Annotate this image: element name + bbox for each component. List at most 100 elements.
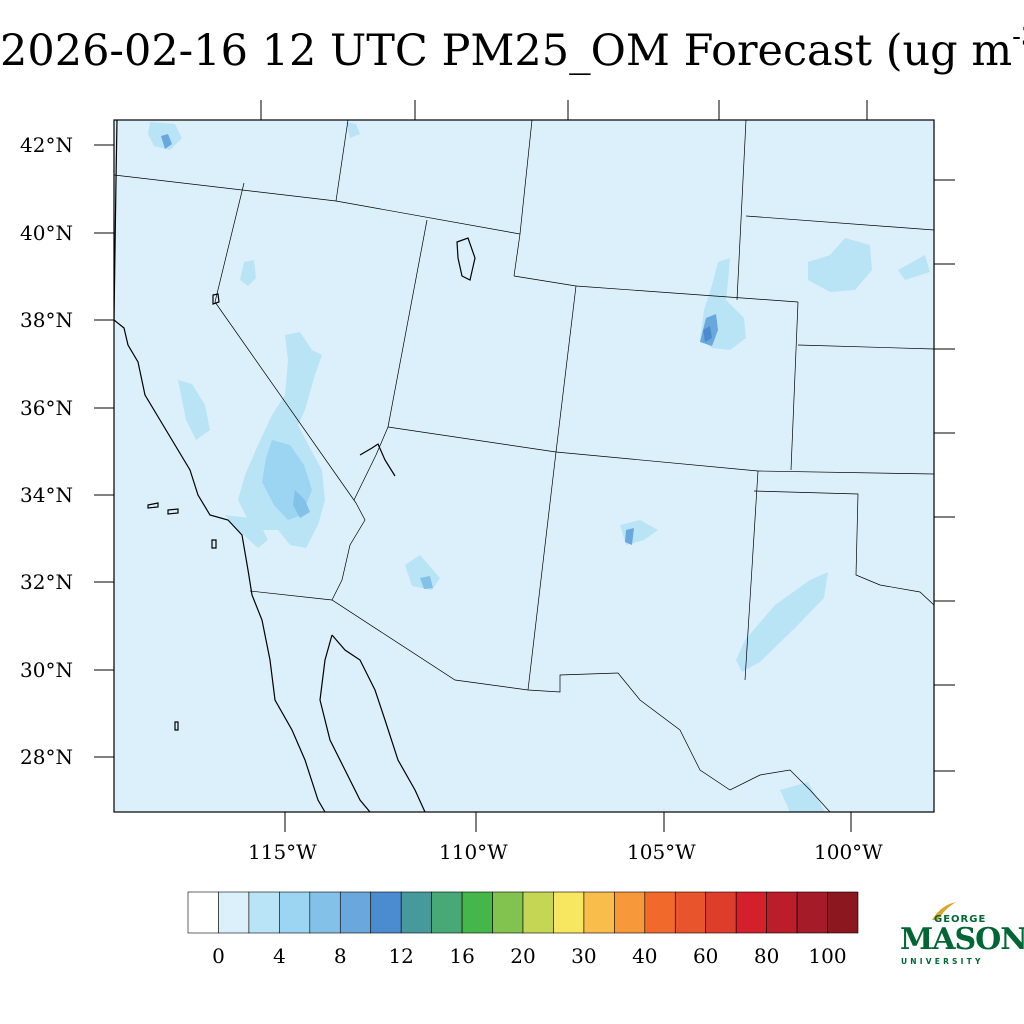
border-ne-wy (736, 120, 747, 301)
patch-west-texas (736, 572, 828, 672)
lake-tahoe (212, 293, 220, 305)
colorbar-box (218, 891, 250, 934)
patch-mojave-dark (293, 490, 310, 518)
border-ca-nv (214, 182, 357, 504)
lat-label-32n: 32°N (20, 570, 73, 594)
title-exponent: -3 (1012, 22, 1024, 52)
border-ne-ks (797, 344, 934, 350)
border-ok-tx (753, 490, 934, 606)
state-borders (114, 120, 934, 812)
logo-george-text: GEORGE (934, 914, 987, 925)
channel-island-1 (147, 502, 159, 509)
border-ut-wy (513, 275, 577, 287)
border-id-wy (513, 120, 533, 277)
colorbar-box (339, 891, 372, 934)
patch-central-valley (178, 380, 210, 440)
patch-kansas (808, 238, 872, 292)
colorbar-label: 12 (388, 944, 414, 968)
border-az-nv (353, 426, 389, 501)
lat-label-38n: 38°N (20, 308, 73, 332)
patch-big-bend (780, 782, 825, 812)
lat-label-28n: 28°N (20, 745, 73, 769)
colorbar-box (674, 891, 707, 934)
gulf-california-west (319, 634, 371, 812)
colorbar-label: 0 (212, 944, 225, 968)
colorbar-box (827, 891, 859, 934)
patch-oregon-nw-dark (161, 134, 172, 149)
colorbar-box (279, 891, 311, 934)
border-ks-ok (757, 470, 934, 475)
border-wy-co (575, 285, 799, 303)
border-id-or (335, 120, 349, 202)
patch-arizona-dark (420, 576, 433, 589)
channel-island-2 (167, 508, 179, 515)
lat-label-30n: 30°N (20, 658, 73, 682)
patch-nevada-north (240, 260, 256, 286)
colorbar-box (187, 891, 219, 934)
colorbar-box (431, 891, 463, 934)
colorbar-box (248, 891, 280, 934)
patch-idaho (346, 122, 360, 138)
lat-label-40n: 40°N (20, 221, 73, 245)
colorbar-label: 40 (632, 944, 658, 968)
channel-island-4 (174, 721, 179, 731)
colorbar-box (796, 891, 828, 934)
border-id-ut (335, 200, 521, 235)
border-nm-tx (744, 470, 759, 681)
colorbar-box (766, 891, 798, 934)
lon-label-110w: 110°W (439, 840, 508, 864)
colorbar-box (370, 891, 402, 934)
title-main: 2026-02-16 12 UTC PM25_OM Forecast (ug m (0, 26, 1013, 76)
colorbar-label: 16 (449, 944, 475, 968)
patch-new-mexico-dark (625, 528, 634, 545)
border-ut-co (555, 285, 577, 453)
lon-label-115w: 115°W (248, 840, 317, 864)
colorbar-box (492, 891, 524, 934)
lat-label-42n: 42°N (20, 133, 73, 157)
colorbar-box (614, 891, 646, 934)
colorbar-label: 4 (273, 944, 286, 968)
colorbar-box (735, 891, 767, 934)
border-co-nm (555, 451, 759, 472)
lat-label-34n: 34°N (20, 483, 73, 507)
lake-mead (359, 443, 396, 477)
colorbar-box (522, 891, 554, 934)
colorbar-box (705, 891, 737, 934)
colorbar-label: 60 (692, 944, 719, 968)
coastlines (114, 120, 476, 812)
border-or-nv (114, 174, 337, 202)
border-nv-ut (387, 219, 428, 428)
channel-island-3 (211, 539, 217, 549)
colorbar-box (400, 891, 432, 934)
lon-label-100w: 100°W (814, 840, 883, 864)
logo-swoosh-icon (932, 902, 956, 920)
pacific-coastline (114, 120, 326, 812)
colorbar-box (553, 891, 585, 934)
patch-socal-coast (225, 515, 268, 548)
colorbar-box (583, 891, 615, 934)
border-az-nm (527, 451, 557, 691)
colorbar-label: 80 (753, 944, 780, 968)
colorbar-box (309, 891, 341, 934)
figure-title: 2026-02-16 12 UTC PM25_OM Forecast (ug m… (0, 22, 1024, 76)
lon-label-105w: 105°W (627, 840, 696, 864)
patch-colorado-darker (703, 326, 712, 342)
colorbar-label: 20 (510, 944, 536, 968)
gmu-logo: GEORGE MASON UNIVERSITY (898, 898, 1024, 970)
logo-university-text: UNIVERSITY (901, 957, 984, 966)
lat-label-36n: 36°N (20, 396, 73, 420)
tick-marks (94, 100, 955, 832)
border-az-ca-river (331, 502, 366, 601)
colorbar-box (461, 891, 493, 934)
colorbar-box (644, 891, 676, 934)
gulf-california-east (331, 634, 426, 812)
colorbar-label: 8 (333, 944, 347, 968)
border-co-ks (790, 301, 799, 471)
colorbar (187, 891, 859, 934)
patch-kansas-east (898, 255, 930, 280)
great-salt-lake (456, 237, 476, 281)
logo-mason-text: MASON (900, 922, 1024, 957)
border-az-ut (387, 426, 557, 453)
